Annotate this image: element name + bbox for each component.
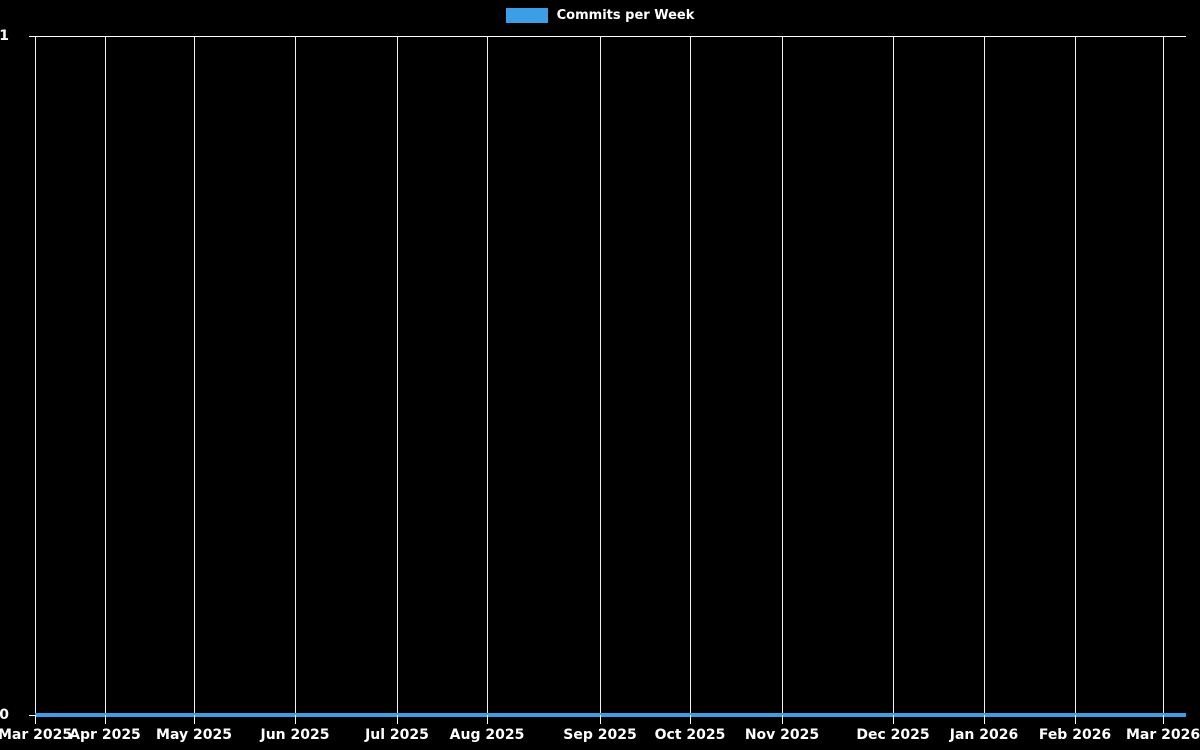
x-tick-mark bbox=[487, 715, 488, 724]
x-tick-label: Sep 2025 bbox=[563, 727, 637, 743]
gridline bbox=[295, 36, 296, 724]
x-tick-label: Feb 2026 bbox=[1038, 727, 1112, 743]
x-tick-label: Jan 2026 bbox=[949, 727, 1019, 743]
x-tick-mark bbox=[397, 715, 398, 724]
x-tick-label: Mar 2025 bbox=[0, 727, 73, 743]
plot-top-border bbox=[35, 36, 1186, 37]
gridline bbox=[893, 36, 894, 724]
x-tick-label: Mar 2026 bbox=[1125, 727, 1200, 743]
gridline bbox=[35, 36, 36, 724]
gridline bbox=[487, 36, 488, 724]
legend-entry-commits-per-week: Commits per Week bbox=[505, 7, 695, 23]
x-tick-mark bbox=[600, 715, 601, 724]
y-tick-mark bbox=[29, 36, 35, 37]
x-tick-mark bbox=[690, 715, 691, 724]
y-tick-mark bbox=[29, 715, 35, 716]
x-tick-label: Apr 2025 bbox=[69, 727, 141, 743]
x-tick-label: Nov 2025 bbox=[744, 727, 820, 743]
gridline bbox=[397, 36, 398, 724]
x-tick-mark bbox=[194, 715, 195, 724]
gridline bbox=[1075, 36, 1076, 724]
x-tick-mark bbox=[295, 715, 296, 724]
x-tick-label: Jul 2025 bbox=[365, 727, 429, 743]
gridline bbox=[600, 36, 601, 724]
x-tick-mark bbox=[782, 715, 783, 724]
series-line-commits-per-week bbox=[35, 713, 1186, 717]
x-tick-label: Oct 2025 bbox=[654, 727, 726, 743]
legend-swatch-icon bbox=[505, 7, 548, 23]
gridline bbox=[690, 36, 691, 724]
x-tick-mark bbox=[35, 715, 36, 724]
y-tick-label: 0 bbox=[0, 707, 9, 723]
x-tick-label: May 2025 bbox=[156, 727, 232, 743]
x-tick-mark bbox=[984, 715, 985, 724]
x-tick-mark bbox=[105, 715, 106, 724]
x-tick-label: Dec 2025 bbox=[856, 727, 930, 743]
x-tick-mark bbox=[1075, 715, 1076, 724]
x-tick-mark bbox=[1163, 715, 1164, 724]
gridline bbox=[105, 36, 106, 724]
gridline bbox=[984, 36, 985, 724]
x-tick-mark bbox=[893, 715, 894, 724]
gridline bbox=[1163, 36, 1164, 724]
chart-legend: Commits per Week bbox=[0, 0, 1200, 30]
gridline bbox=[782, 36, 783, 724]
x-tick-label: Jun 2025 bbox=[260, 727, 330, 743]
x-tick-label: Aug 2025 bbox=[449, 727, 525, 743]
y-tick-label: 1 bbox=[0, 28, 9, 44]
gridline bbox=[194, 36, 195, 724]
legend-label: Commits per Week bbox=[556, 7, 695, 23]
